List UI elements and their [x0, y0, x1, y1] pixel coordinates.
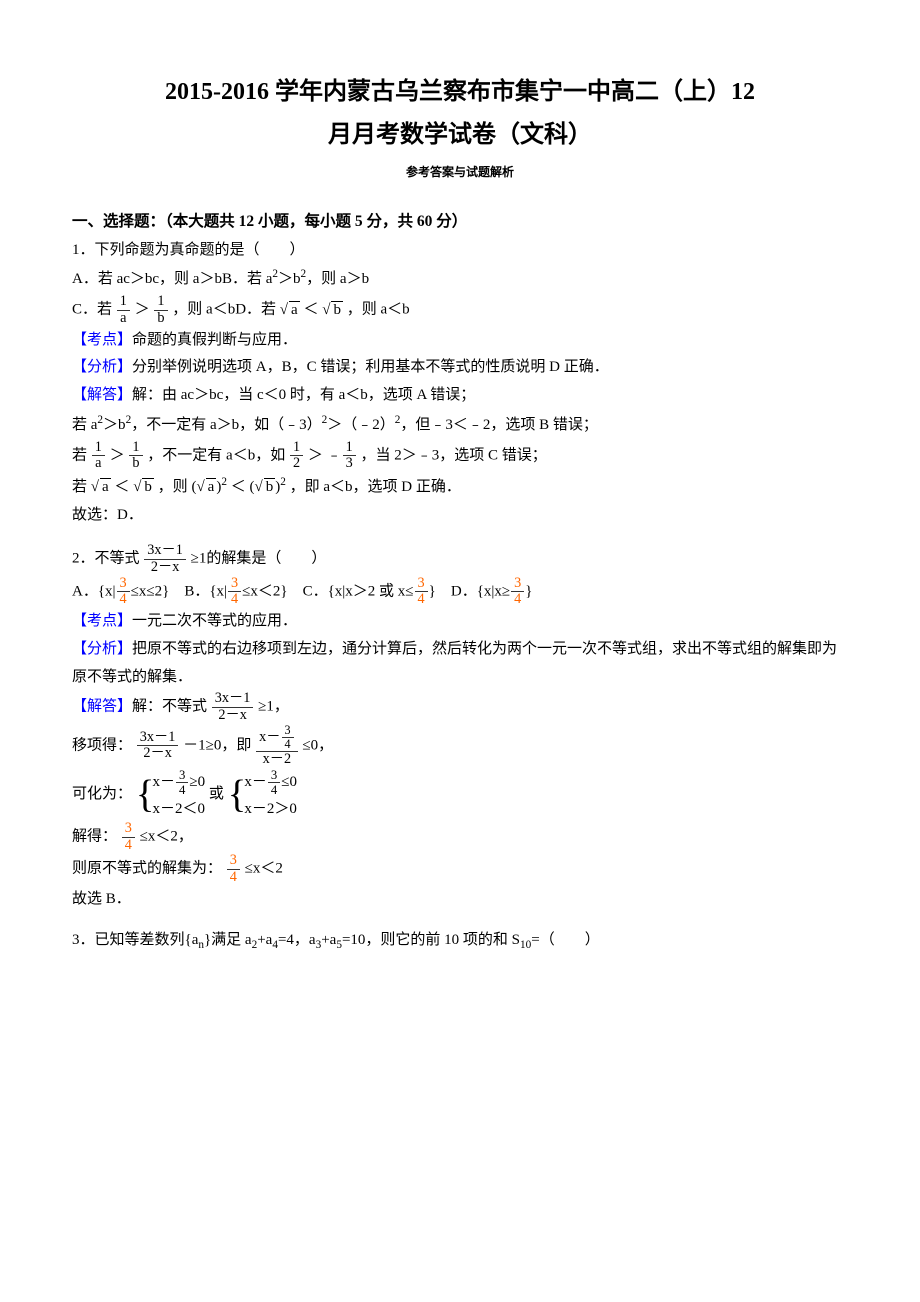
- q3-stem: 3．已知等差数列{an}满足 a2+a4=4，a3+a5=10，则它的前 10 …: [72, 927, 848, 956]
- q2-stem: 2．不等式 3x－12－x ≥1的解集是（ ）: [72, 543, 848, 575]
- frac-1-b: 1b: [154, 294, 167, 326]
- q2-fenxi: 【分析】把原不等式的右边移项到左边，通分计算后，然后转化为两个一元一次不等式组，…: [72, 636, 848, 692]
- frac-1-a: 1a: [117, 294, 130, 326]
- main-title-line1: 2015-2016 学年内蒙古乌兰察布市集宁一中高二（上）12: [72, 72, 848, 113]
- section-heading: 一、选择题：（本大题共 12 小题，每小题 5 分，共 60 分）: [72, 208, 848, 237]
- q1-jieda2: 若 a2＞b2，不一定有 a＞b，如（﹣3）2＞（﹣2）2，但﹣3＜﹣2，选项 …: [72, 410, 848, 440]
- q1-jieda4: 若 √a ＜ √b ，则 (√a)2 ＜ (√b)2 ，即 a＜b，选项 D 正…: [72, 472, 848, 502]
- q1-end: 故选：D．: [72, 502, 848, 530]
- q2-jieda4: 解得： 34 ≤x＜2，: [72, 821, 848, 853]
- answer-key-label: 参考答案与试题解析: [72, 162, 848, 182]
- q1-jieda3: 若 1a ＞ 1b ，不一定有 a＜b，如 12 ＞ ﹣13 ，当 2＞﹣3，选…: [72, 440, 848, 472]
- q2-kaodian: 【考点】一元二次不等式的应用．: [72, 608, 848, 636]
- q2-jieda3: 可化为： { x－34≥0 x－2＜0 或 { x－34≤0 x－2＞0: [72, 768, 848, 821]
- q1-stem: 1．下列命题为真命题的是（ ）: [72, 237, 848, 265]
- q2-jieda5: 则原不等式的解集为： 34 ≤x＜2: [72, 853, 848, 885]
- q1-fenxi: 【分析】分别举例说明选项 A，B，C 错误；利用基本不等式的性质说明 D 正确．: [72, 354, 848, 382]
- q1-kaodian: 【考点】命题的真假判断与应用．: [72, 327, 848, 355]
- q1-jieda1: 【解答】解：由 ac＞bc，当 c＜0 时，有 a＜b，选项 A 错误；: [72, 382, 848, 410]
- q2-jieda2: 移项得： 3x－12－x －1≥0，即 x－34x－2 ≤0，: [72, 724, 848, 768]
- main-title-line2: 月月考数学试卷（文科）: [72, 115, 848, 156]
- q1-line-cd: C．若 1a ＞ 1b ，则 a＜bD．若 √a ＜ √b ，则 a＜b: [72, 294, 848, 326]
- q1-line-ab: A．若 ac＞bc，则 a＞bB．若 a2＞b2，则 a＞b: [72, 264, 848, 294]
- q2-end: 故选 B．: [72, 886, 848, 914]
- q2-jieda1: 【解答】解：不等式 3x－12－x ≥1，: [72, 691, 848, 723]
- q2-options: A．{x|34≤x≤2} B．{x|34≤x＜2} C．{x|x＞2 或 x≤3…: [72, 576, 848, 608]
